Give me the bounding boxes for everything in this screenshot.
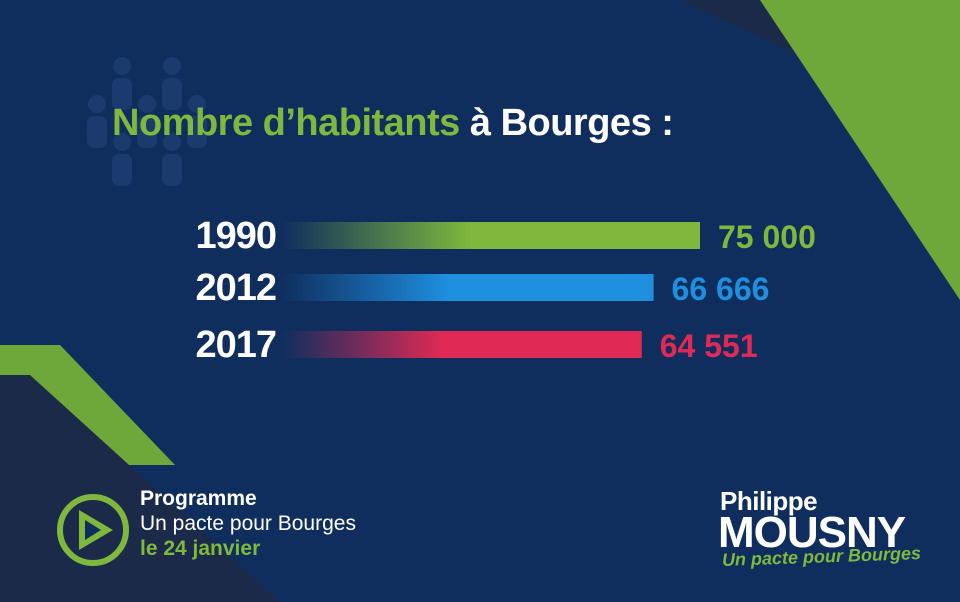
year-label-2017: 2017: [195, 324, 276, 366]
year-label-2012: 2012: [195, 267, 276, 309]
value-label-1990: 75 000: [718, 219, 816, 255]
title-green-part: Nombre d’habitants: [112, 102, 460, 144]
programme-announcement: Programme Un pacte pour Bourges le 24 ja…: [140, 486, 356, 561]
chart-title: Nombre d’habitants à Bourges :: [112, 102, 674, 145]
top-right-green-shape: [760, 0, 960, 300]
bar-2012: [282, 274, 654, 301]
year-label-1990: 1990: [195, 215, 276, 257]
value-label-2017: 64 551: [660, 328, 758, 364]
bar-2017: [282, 331, 642, 358]
title-white-part: à Bourges :: [469, 102, 674, 144]
play-icon[interactable]: [55, 492, 131, 568]
logo-last-name: MOUSNY: [718, 508, 906, 557]
bottom-left-dark-shape: [0, 375, 280, 602]
logo-first-name: Philippe: [720, 486, 818, 516]
value-label-2012: 66 666: [672, 271, 770, 307]
people-icon: [87, 57, 207, 186]
programme-label: Programme: [140, 487, 257, 510]
candidate-logo: Philippe MOUSNY Un pacte pour Bourges: [718, 486, 921, 576]
programme-date: le 24 janvier: [140, 537, 261, 560]
programme-subtitle: Un pacte pour Bourges: [140, 512, 356, 535]
bar-1990: [282, 222, 700, 249]
